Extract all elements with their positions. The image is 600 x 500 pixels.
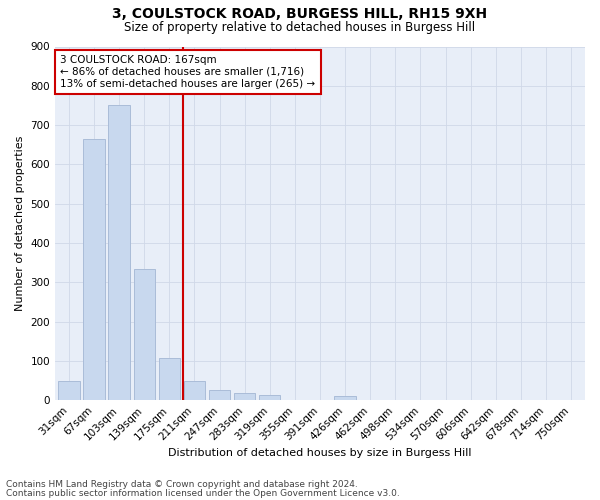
Text: Size of property relative to detached houses in Burgess Hill: Size of property relative to detached ho… [124, 21, 476, 34]
Bar [184, 380, 205, 400]
Bar [83, 139, 104, 400]
Text: 3, COULSTOCK ROAD, BURGESS HILL, RH15 9XH: 3, COULSTOCK ROAD, BURGESS HILL, RH15 9X… [112, 8, 488, 22]
Bar [58, 380, 80, 400]
Text: 3 COULSTOCK ROAD: 167sqm
← 86% of detached houses are smaller (1,716)
13% of sem: 3 COULSTOCK ROAD: 167sqm ← 86% of detach… [61, 56, 316, 88]
Bar [334, 396, 356, 400]
Y-axis label: Number of detached properties: Number of detached properties [15, 136, 25, 311]
Bar [158, 358, 180, 400]
X-axis label: Distribution of detached houses by size in Burgess Hill: Distribution of detached houses by size … [168, 448, 472, 458]
Text: Contains HM Land Registry data © Crown copyright and database right 2024.: Contains HM Land Registry data © Crown c… [6, 480, 358, 489]
Bar [234, 393, 256, 400]
Bar [209, 390, 230, 400]
Bar [134, 268, 155, 400]
Text: Contains public sector information licensed under the Open Government Licence v3: Contains public sector information licen… [6, 488, 400, 498]
Bar [259, 394, 280, 400]
Bar [109, 106, 130, 400]
